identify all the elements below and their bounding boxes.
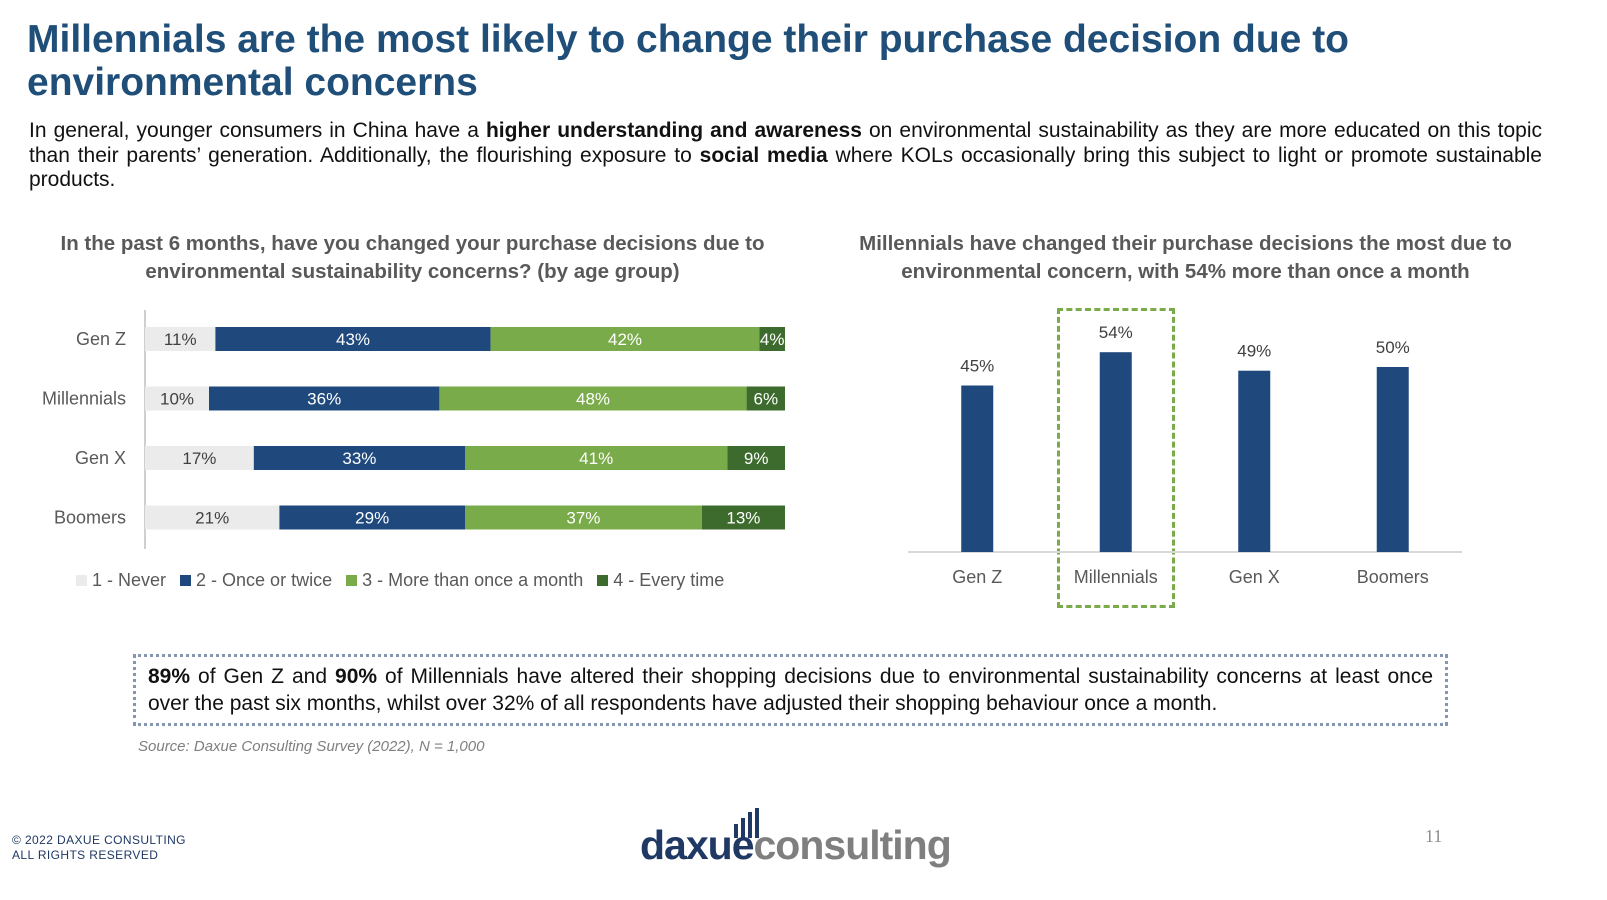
callout-text-2: of Millennials have altered their shoppi… (148, 665, 1433, 715)
legend-item-1-never: 1 - Never (76, 570, 166, 591)
bar-millennials-3-more-than-once-a-month (439, 386, 747, 411)
intro-text-3: where KOLs occasionally bring this subje… (29, 143, 1542, 192)
data-label-boomers-3-more-than-once-a-month: 37% (566, 509, 600, 528)
page-title: Millennials are the most likely to chang… (27, 18, 1350, 104)
category-label-millennials: Millennials (42, 389, 126, 409)
bar-millennials-2-once-or-twice (209, 386, 440, 411)
logo-bars-icon (734, 808, 759, 838)
data-label-gen-x-1-never: 17% (182, 449, 216, 468)
legend-item-2-once-or-twice: 2 - Once or twice (180, 570, 332, 591)
data-label-gen-z-1-never: 11% (164, 330, 197, 349)
intro-paragraph: In general, younger consumers in China h… (29, 119, 1542, 193)
daxue-logo: daxueconsulting (640, 804, 952, 872)
bar-gen-z-3-more-than-once-a-month (490, 327, 760, 351)
data-label-gen-z-3-more-than-once-a-month: 42% (608, 330, 642, 349)
legend-swatch (597, 575, 609, 586)
value-label-gen-x: 49% (1237, 342, 1271, 361)
legend-swatch (76, 575, 87, 586)
bar-gen-x-2-once-or-twice (253, 446, 465, 470)
value-label-millennials: 54% (1099, 323, 1133, 342)
intro-bold-2: social media (699, 143, 828, 167)
data-label-gen-x-3-more-than-once-a-month: 41% (579, 449, 613, 468)
value-label-gen-z: 45% (960, 357, 994, 376)
value-label-boomers: 50% (1376, 338, 1410, 357)
data-label-millennials-3-more-than-once-a-month: 48% (576, 390, 610, 409)
source-note: Source: Daxue Consulting Survey (2022), … (138, 738, 485, 755)
data-label-gen-z-2-once-or-twice: 43% (336, 330, 370, 349)
data-label-millennials-1-never: 10% (160, 390, 194, 409)
legend-label: 2 - Once or twice (196, 570, 333, 590)
x-tick-label-gen-z: Gen Z (952, 567, 1002, 587)
bar-gen-z-4-every-time (759, 327, 785, 351)
category-label-boomers: Boomers (54, 508, 126, 528)
data-label-boomers-4-every-time: 13% (726, 509, 760, 528)
column-boomers (1376, 367, 1409, 552)
data-label-millennials-4-every-time: 6% (754, 390, 779, 409)
data-label-gen-z-4-every-time: 4% (760, 330, 785, 349)
column-chart: 45% Gen Z 54% Millennials 49% Gen X 50% Boomers (908, 323, 1462, 587)
bar-millennials-1-never (145, 386, 209, 411)
callout-bold-2: 90% (335, 665, 378, 688)
legend-swatch (346, 575, 358, 586)
key-insight-callout: 89% of Gen Z and 90% of Millennials have… (133, 654, 1448, 726)
millennials-highlight-box (1057, 308, 1175, 608)
data-label-gen-x-4-every-time: 9% (744, 449, 769, 468)
legend-swatch (180, 575, 192, 586)
callout-text-1: of Gen Z and (190, 665, 336, 688)
category-label-gen-z: Gen Z (76, 329, 126, 349)
data-label-boomers-1-never: 21% (195, 509, 229, 528)
callout-bold-1: 89% (148, 665, 191, 688)
legend-label: 3 - More than once a month (362, 570, 584, 590)
column-gen-x (1238, 370, 1271, 552)
logo-wordmark: daxueconsulting (640, 822, 952, 868)
bar-millennials-4-every-time (746, 386, 785, 411)
category-label-gen-x: Gen X (75, 448, 126, 468)
bar-gen-x-3-more-than-once-a-month (465, 446, 728, 470)
data-label-gen-x-2-once-or-twice: 33% (342, 449, 376, 468)
legend-label: 1 - Never (92, 570, 167, 590)
column-chart-title: Millennials have changed their purchase … (859, 232, 1512, 283)
bar-boomers-1-never (145, 505, 280, 530)
bar-gen-z-2-once-or-twice (215, 327, 491, 351)
legend-label: 4 - Every time (613, 570, 725, 590)
copyright-line-2: ALL RIGHTS RESERVED (12, 848, 159, 862)
bar-gen-z-1-never (145, 327, 216, 351)
copyright: © 2022 DAXUE CONSULTING ALL RIGHTS RESER… (12, 833, 186, 863)
x-tick-label-millennials: Millennials (1074, 567, 1158, 587)
bar-gen-x-4-every-time (727, 446, 785, 470)
page-number: 11 (1425, 826, 1443, 846)
intro-text-1: In general, younger consumers in China h… (29, 119, 486, 142)
x-tick-label-boomers: Boomers (1357, 567, 1429, 587)
bar-boomers-2-once-or-twice (279, 505, 465, 530)
copyright-line-1: © 2022 DAXUE CONSULTING (12, 833, 186, 847)
intro-text-2: on environmental sustainability as they … (29, 119, 1543, 167)
stacked-bar-chart: Gen Z 11% 43% 42% 4% Millennials 10% 36% 48% 6% Ge… (42, 310, 785, 549)
column-gen-z (961, 385, 994, 552)
bar-boomers-3-more-than-once-a-month (465, 505, 702, 530)
stacked-chart-title: In the past 6 months, have you changed y… (60, 232, 765, 283)
bar-gen-x-1-never (145, 446, 254, 470)
stacked-chart-legend: 1 - Never 2 - Once or twice 3 - More than … (76, 570, 724, 591)
column-millennials (1099, 352, 1132, 552)
x-tick-label-gen-x: Gen X (1229, 567, 1280, 587)
legend-item-3-more-than-once-a-month: 3 - More than once a month (346, 570, 583, 591)
intro-bold-1: higher understanding and awareness (485, 119, 862, 142)
bar-boomers-4-every-time (701, 505, 785, 530)
data-label-boomers-2-once-or-twice: 29% (355, 509, 389, 528)
legend-item-4-every-time: 4 - Every time (597, 570, 724, 591)
data-label-millennials-2-once-or-twice: 36% (307, 390, 341, 409)
